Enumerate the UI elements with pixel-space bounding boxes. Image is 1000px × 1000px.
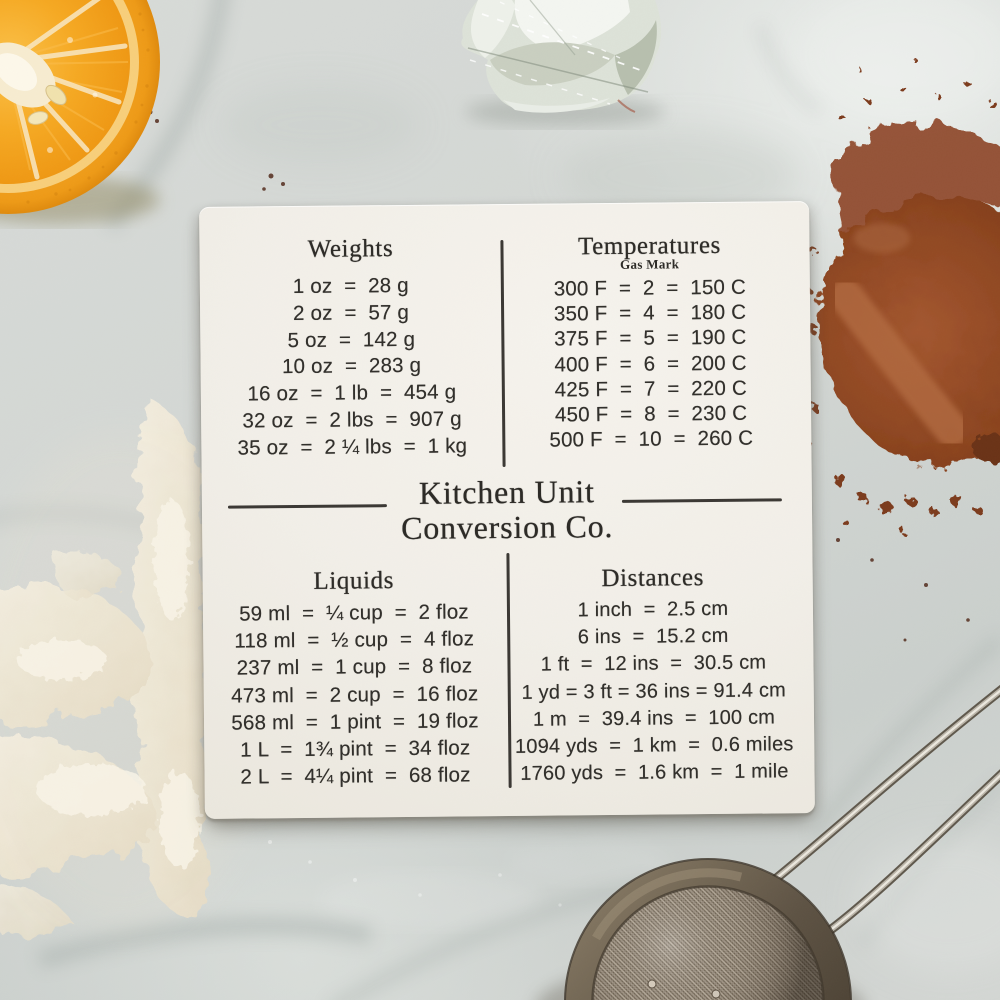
conversion-row: 400 F = 6 = 200 C <box>554 351 747 377</box>
brand-line-2: Conversion Co. <box>400 507 614 547</box>
conversion-row: 1 ft = 12 ins = 30.5 cm <box>540 651 767 677</box>
conversion-row: 425 F = 7 = 220 C <box>554 376 748 402</box>
conversion-row: 5 oz = 142 g <box>287 327 416 352</box>
conversion-tile: Weights Temperatures Gas Mark 1 oz = 28 … <box>199 201 815 819</box>
orange-rind-texture <box>26 12 150 204</box>
conversion-row: 375 F = 5 = 190 C <box>554 326 747 351</box>
liquids-title: Liquids <box>313 567 395 595</box>
conversion-row: 350 F = 4 = 180 C <box>553 300 747 326</box>
brand-title: Kitchen Unit Conversion Co. <box>202 471 813 548</box>
conversion-row: 118 ml = ½ cup = 4 floz <box>234 627 475 653</box>
cocoa-crumbs <box>803 58 1000 533</box>
liquids-rows: 59 ml = ¼ cup = 2 floz 118 ml = ½ cup = 4… <box>203 598 507 791</box>
weights-title: Weights <box>307 235 394 263</box>
orange-glisten <box>47 37 98 153</box>
temperatures-rows: 300 F = 2 = 150 C 350 F = 4 = 180 C 375 F … <box>495 274 807 453</box>
orange-segment-lines <box>10 0 128 180</box>
conversion-row: 2 L = 4¼ pint = 68 floz <box>240 763 471 789</box>
conversion-row: 473 ml = 2 cup = 16 floz <box>231 681 479 708</box>
conversion-row: 1 inch = 2.5 cm <box>577 597 729 622</box>
conversion-row: 500 F = 10 = 260 C <box>549 426 754 452</box>
foil-creases <box>467 0 649 105</box>
conversion-row: 1 yd = 3 ft = 36 ins = 91.4 cm <box>521 678 787 704</box>
conversion-row: 59 ml = ¼ cup = 2 floz <box>239 600 469 626</box>
conversion-row: 6 ins = 15.2 cm <box>577 625 729 649</box>
conversion-row: 2 oz = 57 g <box>292 300 410 325</box>
conversion-row: 10 oz = 283 g <box>281 354 422 379</box>
conversion-row: 32 oz = 2 lbs = 907 g <box>242 407 462 433</box>
sieve-mesh <box>591 885 825 1000</box>
conversion-row: 568 ml = 1 pint = 19 floz <box>231 709 479 735</box>
conversion-row: 35 oz = 2 ¼ lbs = 1 kg <box>237 434 468 460</box>
conversion-row: 1 oz = 28 g <box>292 273 409 299</box>
brand-line-1: Kitchen Unit <box>418 473 595 511</box>
conversion-row: 16 oz = 1 lb = 454 g <box>247 380 457 406</box>
conversion-row: 1094 yds = 1 km = 0.6 miles <box>514 733 794 758</box>
sieve-rim <box>565 859 851 1000</box>
gas-mark-label: Gas Mark <box>620 256 680 272</box>
orange-seeds <box>27 84 67 125</box>
conversion-row: 1760 yds = 1.6 km = 1 mile <box>520 760 789 786</box>
distances-title: Distances <box>601 564 705 593</box>
conversion-row: 300 F = 2 = 150 C <box>553 275 747 301</box>
conversion-row: 1 L = 1¾ pint = 34 floz <box>240 736 471 762</box>
conversion-row: 237 ml = 1 cup = 8 floz <box>236 654 473 680</box>
orange-core <box>0 42 56 108</box>
distances-rows: 1 inch = 2.5 cm 6 ins = 15.2 cm 1 ft = 12 … <box>498 595 810 788</box>
conversion-row: 1 m = 39.4 ins = 100 cm <box>532 706 776 731</box>
conversion-row: 450 F = 8 = 230 C <box>554 401 748 427</box>
orange-flesh-fibers <box>11 27 129 171</box>
